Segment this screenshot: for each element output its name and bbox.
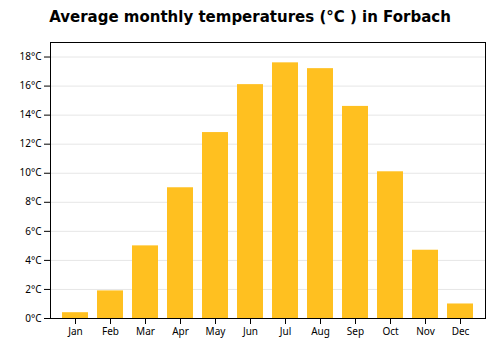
svg-text:14°C: 14°C (19, 107, 42, 121)
svg-text:8°C: 8°C (25, 194, 42, 208)
svg-text:Dec: Dec (452, 324, 470, 338)
svg-text:Aug: Aug (311, 324, 330, 338)
svg-text:May: May (206, 324, 227, 338)
svg-text:Nov: Nov (416, 324, 435, 338)
svg-text:6°C: 6°C (25, 224, 42, 238)
svg-text:10°C: 10°C (19, 165, 42, 179)
svg-text:Jul: Jul (279, 324, 292, 338)
svg-text:Jun: Jun (242, 324, 258, 338)
svg-text:16°C: 16°C (19, 78, 42, 92)
svg-text:2°C: 2°C (25, 282, 42, 296)
svg-text:12°C: 12°C (19, 136, 42, 150)
svg-text:Sep: Sep (347, 324, 364, 338)
svg-text:Mar: Mar (136, 324, 155, 338)
svg-text:Feb: Feb (102, 324, 119, 338)
svg-text:Apr: Apr (172, 324, 189, 338)
svg-text:Oct: Oct (382, 324, 399, 338)
svg-text:Jan: Jan (67, 324, 83, 338)
html-text:Average monthly temperatures (: Average monthly temperatures (°C ) in Fo… (49, 8, 451, 26)
svg-text:4°C: 4°C (25, 253, 42, 267)
svg-text:0°C: 0°C (25, 311, 42, 325)
svg-text:18°C: 18°C (19, 49, 42, 63)
